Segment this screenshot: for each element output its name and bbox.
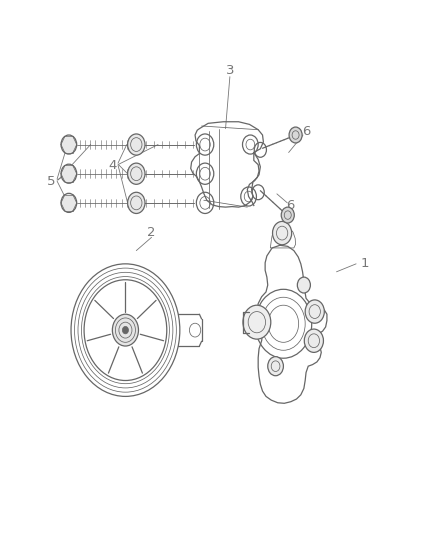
Circle shape [61,193,77,213]
Circle shape [289,127,302,143]
Circle shape [297,277,311,293]
Circle shape [61,135,77,154]
Circle shape [281,207,294,223]
Circle shape [268,357,283,376]
Circle shape [272,221,292,245]
Circle shape [243,305,271,339]
Text: 1: 1 [360,257,369,270]
Circle shape [304,329,323,352]
Text: 5: 5 [47,175,56,188]
Circle shape [305,300,324,323]
Circle shape [127,134,145,155]
Circle shape [127,192,145,214]
Circle shape [61,164,77,183]
Circle shape [113,314,138,346]
Text: 6: 6 [302,125,310,138]
Text: 6: 6 [286,199,295,212]
Text: 2: 2 [147,225,156,239]
Circle shape [122,326,128,334]
Text: 3: 3 [226,64,234,77]
Text: 4: 4 [108,159,117,172]
Circle shape [127,163,145,184]
